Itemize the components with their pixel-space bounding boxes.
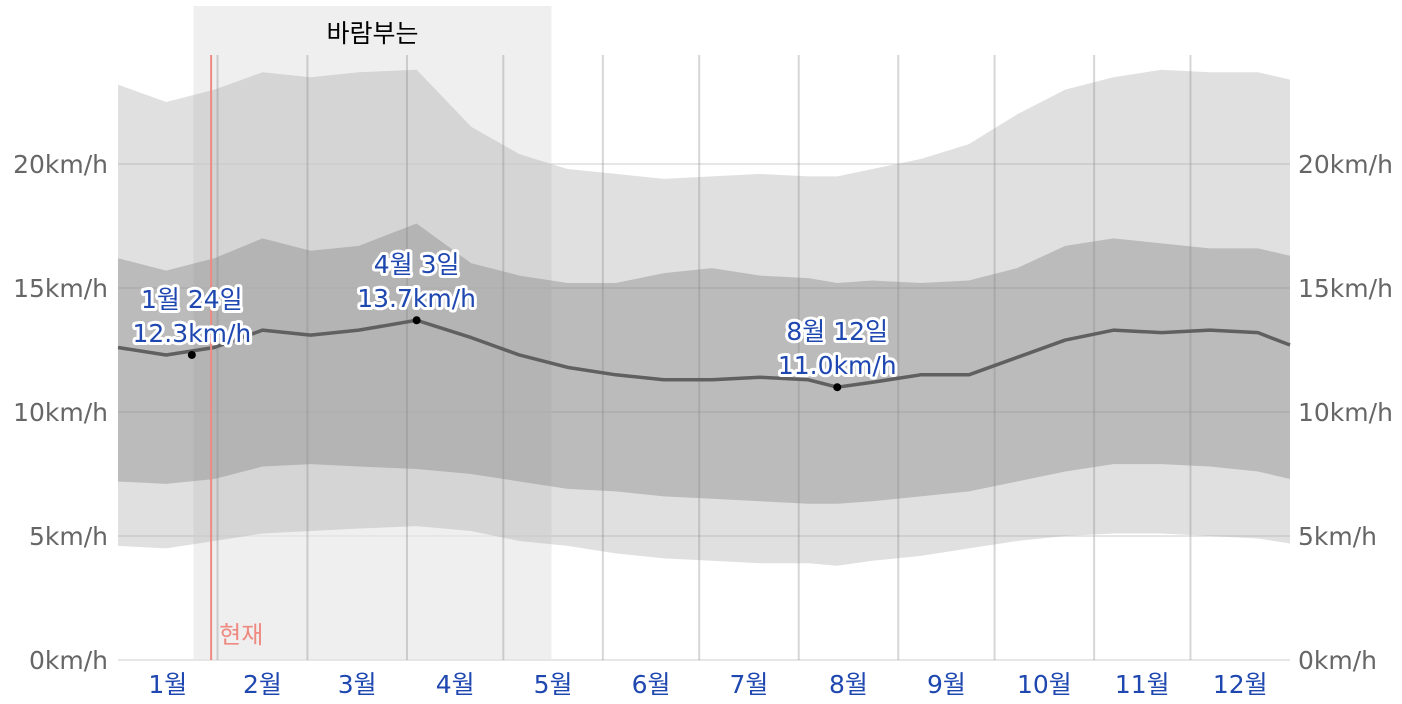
now-marker-layer: 현재	[210, 55, 263, 660]
annotation-layer: 1월 24일 12.3km/h 4월 3일 13.7km/h 8월 12일 11.0km/…	[129, 247, 900, 392]
annotation-date-1: 1월 24일	[141, 285, 243, 314]
annotation-point-2	[412, 316, 421, 325]
now-label: 현재	[219, 621, 263, 649]
month-label-3: 3월	[338, 670, 377, 699]
month-divider-layer	[216, 55, 1192, 660]
month-label-9: 9월	[927, 670, 966, 699]
annotation-point-1	[187, 350, 196, 359]
season-band-label: 바람부는	[326, 19, 418, 48]
month-label-2: 2월	[243, 670, 282, 699]
month-label-12: 12월	[1213, 670, 1268, 699]
annotation-date-2: 4월 3일	[374, 250, 460, 279]
month-label-1: 1월	[148, 670, 187, 699]
month-label-5: 5월	[534, 670, 573, 699]
y-tick-right-5: 5km/h	[1298, 522, 1377, 551]
y-tick-left-10: 10km/h	[13, 398, 108, 427]
bands-layer	[118, 69, 1290, 566]
annotation-value-1: 12.3km/h	[132, 319, 251, 348]
month-label-4: 4월	[436, 670, 475, 699]
month-label-6: 6월	[632, 670, 671, 699]
month-label-10: 10월	[1017, 670, 1072, 699]
axis-label-layer: 0km/h 0km/h 5km/h 5km/h 10km/h 10km/h 15km/h 15…	[13, 150, 1393, 699]
month-label-8: 8월	[829, 670, 868, 699]
y-tick-right-20: 20km/h	[1298, 150, 1393, 179]
y-tick-left-15: 15km/h	[13, 274, 108, 303]
average-wind-line	[117, 318, 1291, 389]
annotation-value-3: 11.0km/h	[778, 351, 897, 380]
band-10-90	[118, 69, 1290, 566]
y-tick-left-5: 5km/h	[29, 522, 108, 551]
grid-layer	[118, 163, 1290, 661]
month-label-11: 11월	[1115, 670, 1170, 699]
band-25-75	[118, 223, 1290, 504]
month-label-7: 7월	[730, 670, 769, 699]
y-tick-right-10: 10km/h	[1298, 398, 1393, 427]
annotation-value-2: 13.7km/h	[357, 284, 476, 313]
annotation-date-3: 8월 12일	[786, 317, 888, 346]
y-tick-right-0: 0km/h	[1298, 646, 1377, 675]
annotation-point-3	[833, 383, 842, 392]
average-line-layer	[117, 318, 1291, 389]
y-tick-left-0: 0km/h	[29, 646, 108, 675]
y-tick-right-15: 15km/h	[1298, 274, 1393, 303]
y-tick-left-20: 20km/h	[13, 150, 108, 179]
